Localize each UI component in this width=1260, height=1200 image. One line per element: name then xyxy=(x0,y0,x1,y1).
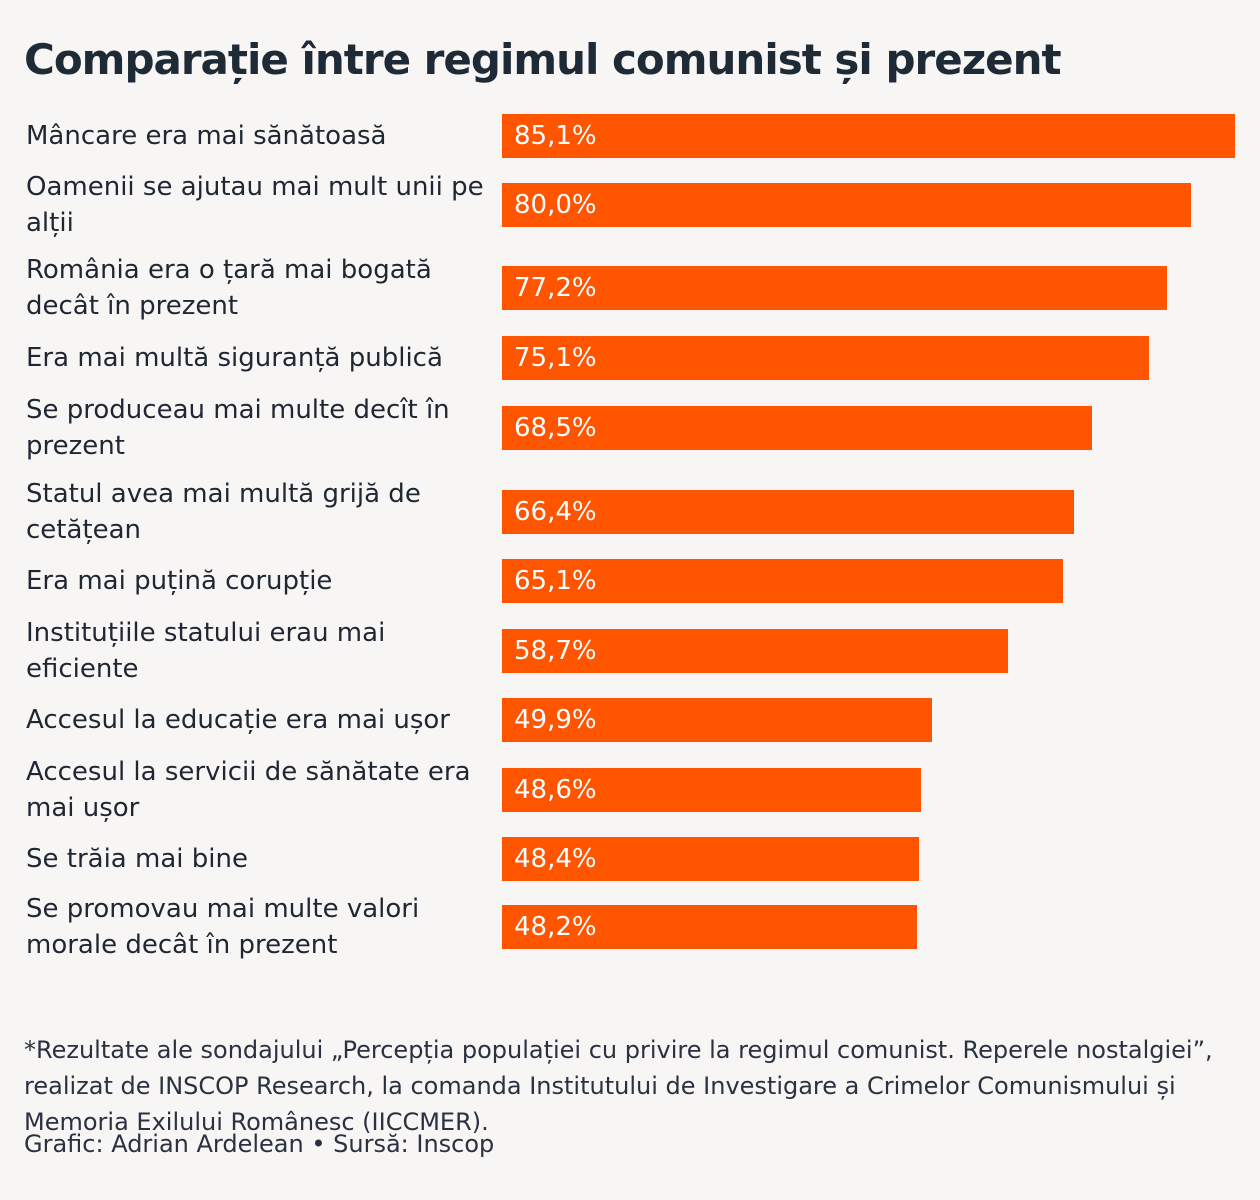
bar-value-label: 48,2% xyxy=(514,912,597,942)
category-label: Accesul la servicii de sănătate era mai … xyxy=(26,757,471,823)
bar-value-label: 58,7% xyxy=(514,636,597,666)
bar xyxy=(502,559,1063,603)
bar xyxy=(502,629,1008,673)
bar-value-label: 68,5% xyxy=(514,413,597,443)
bar-value-label: 85,1% xyxy=(514,121,597,151)
category-label: Se produceau mai multe decît în prezent xyxy=(26,395,450,461)
bar-value-label: 48,4% xyxy=(514,844,597,874)
category-label: Era mai puțină corupție xyxy=(26,566,333,596)
bar xyxy=(502,768,921,812)
bar-value-label: 77,2% xyxy=(514,273,597,303)
footnote: *Rezultate ale sondajului „Percepția pop… xyxy=(24,1036,1213,1136)
category-label: Accesul la educație era mai ușor xyxy=(26,705,450,735)
bar xyxy=(502,114,1235,158)
bar xyxy=(502,837,919,881)
bar xyxy=(502,336,1149,380)
bar-value-label: 48,6% xyxy=(514,775,597,805)
credit-line: Grafic: Adrian Ardelean • Sursă: Inscop xyxy=(24,1130,495,1158)
bar-value-label: 75,1% xyxy=(514,343,597,373)
category-label: Oamenii se ajutau mai mult unii pe alții xyxy=(26,172,484,238)
category-label: Statul avea mai multă grijă de cetățean xyxy=(26,479,421,545)
bar-value-label: 65,1% xyxy=(514,566,597,596)
bar-chart: Mâncare era mai sănătoasă 85,1% Oamenii se… xyxy=(26,114,1235,960)
category-label: Se trăia mai bine xyxy=(26,844,248,874)
bar xyxy=(502,266,1167,310)
category-label: Se promovau mai multe valori morale decâ… xyxy=(26,894,420,960)
bar xyxy=(502,406,1093,450)
category-label: Instituțiile statului erau mai eficiente xyxy=(26,618,386,684)
bar-value-label: 66,4% xyxy=(514,497,597,527)
bar xyxy=(502,905,918,949)
category-label: Era mai multă siguranță publică xyxy=(26,343,443,373)
bar xyxy=(502,490,1074,534)
category-label: Mâncare era mai sănătoasă xyxy=(26,121,387,151)
bar-value-label: 49,9% xyxy=(514,705,597,735)
bar xyxy=(502,698,932,742)
page-title: Comparație între regimul comunist și pre… xyxy=(24,35,1062,84)
bar-value-label: 80,0% xyxy=(514,190,597,220)
category-label: România era o țară mai bogată decât în p… xyxy=(26,255,432,321)
bar xyxy=(502,183,1192,227)
